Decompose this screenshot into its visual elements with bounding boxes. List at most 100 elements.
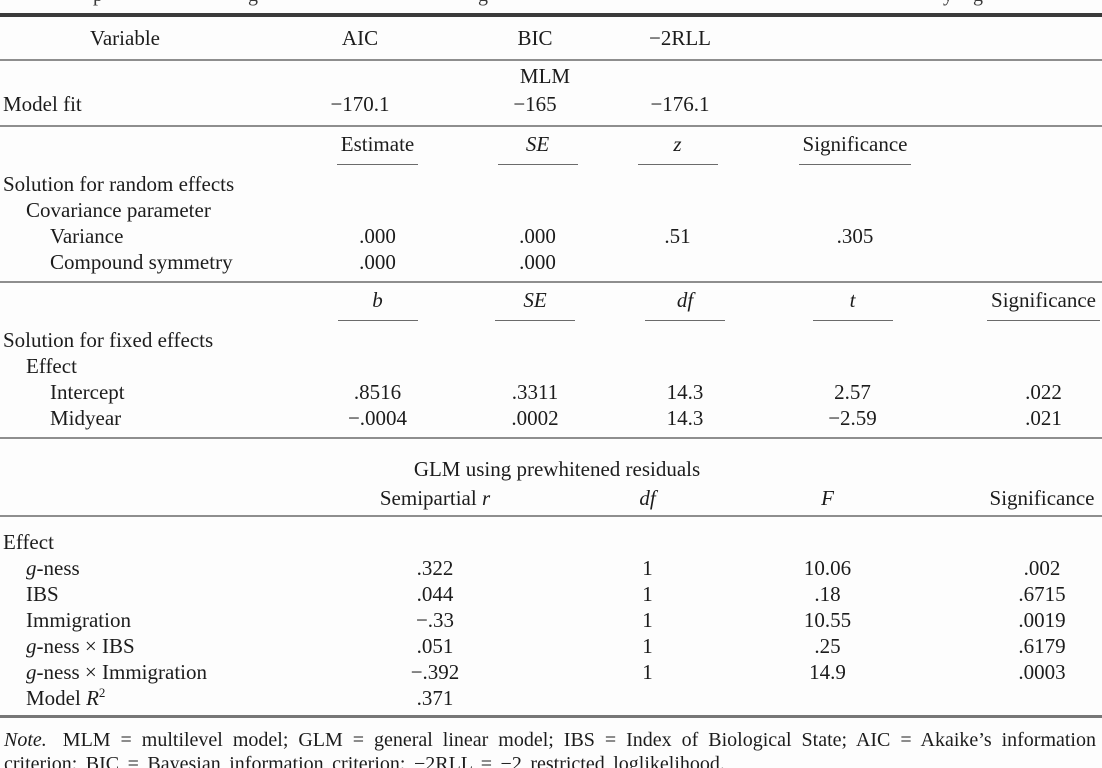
f-value: 10.55 [803,608,852,632]
row-label: Midyear [50,406,122,430]
col-header-df: df [610,288,760,321]
semipartial-r-value: .371 [416,686,454,710]
model-fit-label: Model fit [3,92,82,116]
table-row-compound-symmetry: Compound symmetry .000 .000 [0,249,1102,275]
f-value: .25 [814,634,841,658]
row-label: IBS [26,582,59,606]
col-header-f: F [821,486,834,510]
f-value: 14.9 [809,660,846,684]
significance-value: .0003 [1018,660,1066,684]
clipped-caption-row: p g g y g [0,0,1102,13]
mlm-section-row: MLM [0,61,1102,91]
random-effects-group-label: Solution for random effects [3,172,235,196]
f-value: 10.06 [803,556,852,580]
caption-fragment: y [943,0,953,7]
semipartial-r-value: .051 [416,634,454,658]
row-label: Model R2 [26,685,106,710]
significance-value: .0019 [1018,608,1066,632]
significance-value: .021 [1025,406,1062,430]
df-value: 1 [642,660,653,684]
semipartial-r-value: −.33 [415,608,455,632]
col-header-estimate: Estimate [295,132,460,165]
row-label: g-ness × Immigration [26,660,207,684]
group-row: Solution for random effects [0,171,1102,197]
df-value: 1 [642,582,653,606]
table-row-gness-x-ibs: g-ness × IBS .051 1 .25 .6179 [0,633,1102,659]
row-label: Intercept [50,380,125,404]
se-value: .3311 [511,380,559,404]
col-header-se: SE [460,132,615,165]
glm-body: Effect g-ness .322 1 10.06 .002 IBS .044… [0,517,1102,711]
col-header-b: b [295,288,460,321]
col-header-bic: BIC [517,26,553,50]
col-header-significance: Significance [945,288,1102,321]
fixed-effects-group-label: Solution for fixed effects [3,328,214,352]
table-bottom-rule [0,715,1102,718]
row-label: Compound symmetry [50,250,233,274]
model-fit-row: Model fit −170.1 −165 −176.1 [0,91,1102,117]
row-label: Variance [50,224,124,248]
note-label: Note. [4,729,47,751]
glm-section-title-row: GLM using prewhitened residuals [0,439,1102,481]
t-value: −2.59 [828,406,877,430]
table-row-midyear: Midyear −.0004 .0002 14.3 −2.59 .021 [0,405,1102,431]
group-row: Covariance parameter [0,197,1102,223]
z-value: .51 [664,224,691,248]
col-header-t: t [760,288,945,321]
section-rule [0,125,1102,127]
significance-value: .002 [1023,556,1061,580]
t-value: 2.57 [834,380,871,404]
table-note: Note. MLM = multilevel model; GLM = gener… [0,718,1102,768]
row-label: Immigration [26,608,131,632]
caption-fragment: g [248,0,258,7]
row-label: g-ness × IBS [26,634,135,658]
table-row-variance: Variance .000 .000 .51 .305 [0,223,1102,249]
col-header-variable: Variable [90,26,160,50]
significance-value: .022 [1025,380,1062,404]
table-top-rule [0,13,1102,17]
table-row-gness-x-immigration: g-ness × Immigration −.392 1 14.9 .0003 [0,659,1102,685]
model-fit-bic: −165 [513,92,557,116]
table-row-ibs: IBS .044 1 .18 .6715 [0,581,1102,607]
table-row-model-r2: Model R2 .371 [0,685,1102,711]
significance-value: .6179 [1018,634,1066,658]
model-fit-aic: −170.1 [330,92,390,116]
col-header-neg2rll: −2RLL [648,26,711,50]
col-header-z: z [615,132,740,165]
se-value: .000 [519,224,556,248]
table-row-intercept: Intercept .8516 .3311 14.3 2.57 .022 [0,379,1102,405]
caption-fragment: g [478,0,488,7]
df-value: 1 [642,608,653,632]
note-text: MLM = multilevel model; GLM = general li… [4,729,1096,768]
col-header-se: SE [460,288,610,321]
caption-fragment: g [973,0,983,7]
se-value: .0002 [511,406,559,430]
covariance-parameter-label: Covariance parameter [26,198,211,222]
model-fit-neg2rll: −176.1 [650,92,710,116]
caption-fragment: p [93,0,103,7]
significance-value: .6715 [1018,582,1066,606]
df-value: 1 [642,556,653,580]
col-header-df: df [639,486,656,510]
random-effects-header-row: Estimate SE z Significance [0,127,1102,171]
b-value: −.0004 [347,406,408,430]
section-rule [0,515,1102,517]
semipartial-r-value: .044 [416,582,454,606]
table-row-gness: g-ness .322 1 10.06 .002 [0,555,1102,581]
effect-sub-label: Effect [26,354,77,378]
group-row: Solution for fixed effects [0,327,1102,353]
group-row: Effect [0,353,1102,379]
col-header-significance: Significance [740,132,970,165]
semipartial-r-value: .322 [416,556,454,580]
header-rule [0,59,1102,61]
f-value: .18 [814,582,841,606]
glm-effect-group-label: Effect [3,530,54,554]
mlm-span-header: MLM [519,63,571,88]
row-label: g-ness [26,556,80,580]
table-row-immigration: Immigration −.33 1 10.55 .0019 [0,607,1102,633]
section-rule [0,437,1102,439]
estimate-value: .000 [359,224,396,248]
df-value: 1 [642,634,653,658]
col-header-significance: Significance [989,486,1095,510]
